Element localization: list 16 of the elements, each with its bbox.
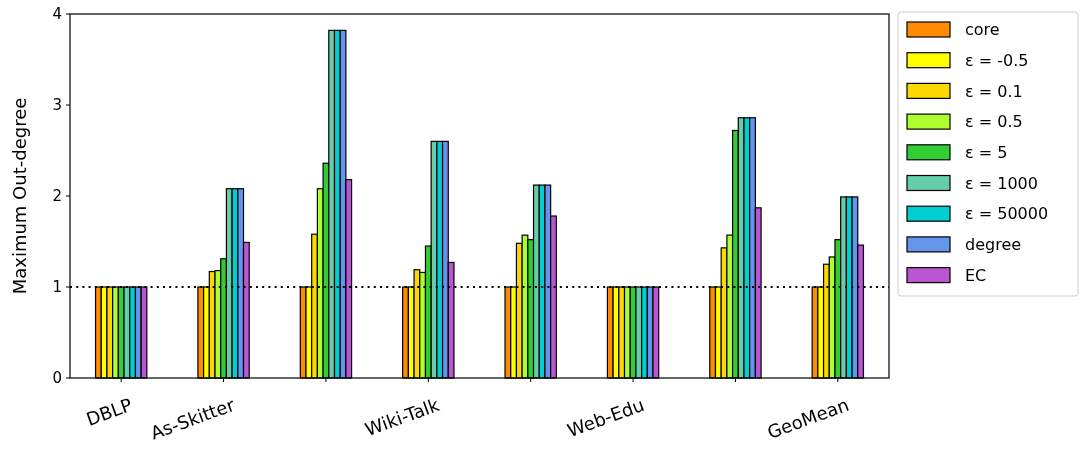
y-tick-label: 1 <box>52 278 62 297</box>
legend-label: degree <box>965 235 1022 254</box>
legend-label: ε = 1000 <box>965 173 1038 193</box>
y-tick-label: 3 <box>52 96 62 115</box>
legend-label: ε = 0.5 <box>965 112 1023 132</box>
y-tick-label: 4 <box>52 5 62 24</box>
legend-label: core <box>965 20 1000 40</box>
y-tick-label: 0 <box>52 369 62 388</box>
legend-label: EC <box>965 265 987 285</box>
legend-label: ε = 0.1 <box>965 81 1023 101</box>
y-axis-title: Maximum Out-degree <box>9 97 30 295</box>
x-tick-label: DBLP <box>83 393 135 430</box>
y-tick-label: 2 <box>52 187 62 206</box>
legend-label: ε = 50000 <box>965 204 1049 224</box>
legend-label: ε = -0.5 <box>965 50 1029 70</box>
legend-label: ε = 5 <box>965 142 1008 162</box>
